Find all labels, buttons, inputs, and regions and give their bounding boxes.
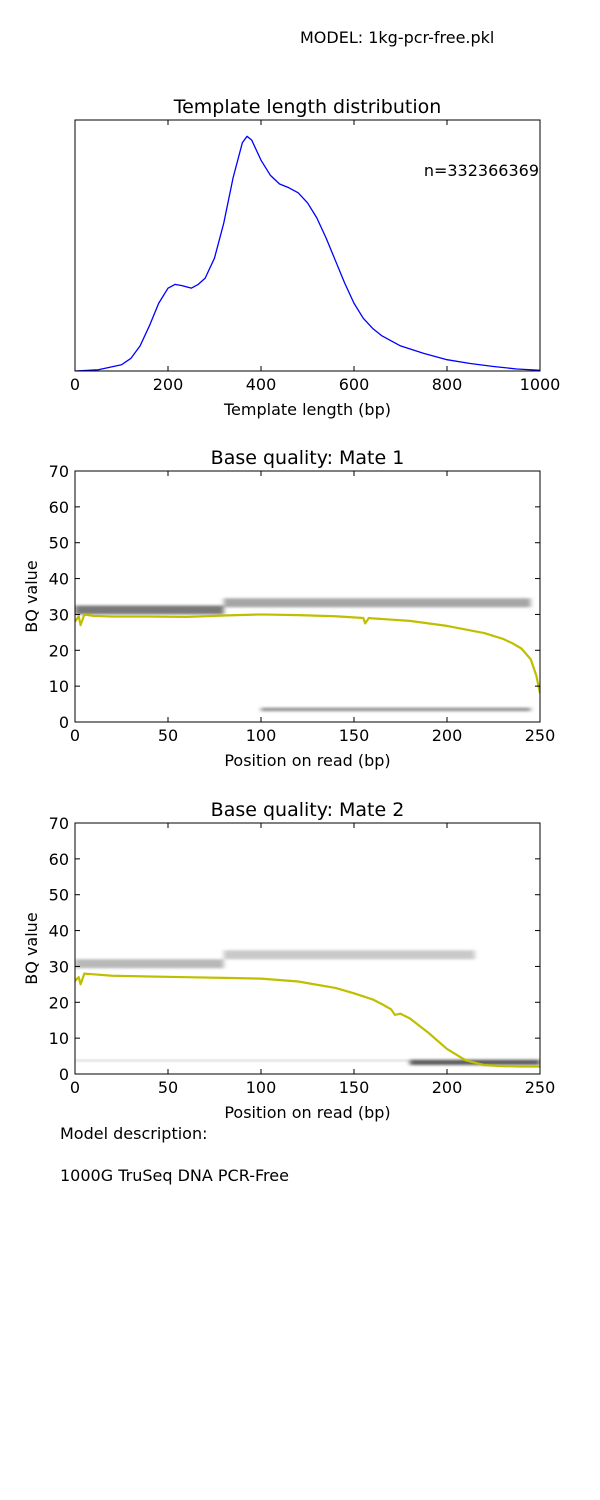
x-tick-label: 100 [246, 726, 277, 745]
template-length-chart: 0 200 400 600 800 1000 Template length distrib… [70, 96, 560, 419]
x-tick-label: 400 [246, 375, 277, 394]
x-tick-label: 50 [158, 726, 178, 745]
plot-area [75, 135, 540, 371]
heatmap-band [75, 1059, 410, 1062]
x-tick-label: 0 [70, 726, 80, 745]
sample-count-annotation: n=332366369 [424, 161, 539, 180]
y-tick-label: 60 [49, 850, 69, 869]
axes-frame [74, 822, 541, 1075]
x-tick-label: 200 [153, 375, 184, 394]
y-tick-label: 70 [49, 462, 69, 481]
chart-title: Base quality: Mate 1 [211, 447, 405, 469]
x-axis-label: Position on read (bp) [224, 751, 390, 770]
plot-area [75, 598, 540, 712]
x-tick-label: 250 [525, 1078, 556, 1097]
x-tick-label: 150 [339, 1078, 370, 1097]
y-tick-label: 30 [49, 605, 69, 624]
x-tick-label: 1000 [520, 375, 561, 394]
x-tick-label: 600 [339, 375, 370, 394]
data-line [75, 135, 540, 371]
heatmap-band [75, 605, 224, 615]
heatmap-band [223, 598, 531, 608]
y-tick-label: 50 [49, 534, 69, 553]
y-tick-label: 10 [49, 1029, 69, 1048]
y-tick-label: 0 [59, 1065, 69, 1084]
heatmap-band [223, 950, 475, 960]
x-axis-label: Position on read (bp) [224, 1103, 390, 1122]
y-axis-label: BQ value [22, 560, 41, 632]
model-description-label: Model description: [60, 1124, 208, 1143]
heatmap-band [261, 707, 531, 712]
y-axis-label: BQ value [22, 912, 41, 984]
y-tick-label: 60 [49, 498, 69, 517]
axes-frame [74, 470, 541, 723]
x-axis-label: Template length (bp) [223, 400, 391, 419]
x-tick-label: 150 [339, 726, 370, 745]
y-tick-label: 0 [59, 713, 69, 732]
mean-quality-line [75, 613, 540, 694]
x-tick-label: 0 [70, 1078, 80, 1097]
chart-title: Base quality: Mate 2 [211, 799, 405, 821]
base-quality-mate1-chart: 0 50 100 150 200 250 0 10 20 30 40 50 60 70 Base quali… [22, 447, 555, 770]
mean-quality-line [75, 972, 540, 1068]
x-tick-label: 800 [432, 375, 463, 394]
x-tick-label: 250 [525, 726, 556, 745]
y-tick-label: 20 [49, 993, 69, 1012]
model-description-text: 1000G TruSeq DNA PCR-Free [60, 1166, 289, 1185]
y-tick-label: 10 [49, 677, 69, 696]
base-quality-mate2-chart: 0 50 100 150 200 250 0 10 20 30 40 50 60 70 Base quali… [22, 799, 555, 1122]
model-label: MODEL: 1kg-pcr-free.pkl [300, 28, 495, 47]
y-tick-label: 20 [49, 641, 69, 660]
x-tick-label: 100 [246, 1078, 277, 1097]
x-tick-label: 50 [158, 1078, 178, 1097]
axes-frame [74, 119, 541, 372]
x-tick-label: 200 [432, 1078, 463, 1097]
chart-title: Template length distribution [173, 96, 442, 118]
x-tick-label: 0 [70, 375, 80, 394]
y-tick-label: 30 [49, 957, 69, 976]
y-tick-label: 40 [49, 570, 69, 589]
heatmap-band [75, 959, 224, 969]
y-tick-label: 50 [49, 886, 69, 905]
plot-area [75, 950, 540, 1068]
y-tick-label: 40 [49, 922, 69, 941]
y-tick-label: 70 [49, 814, 69, 833]
x-tick-label: 200 [432, 726, 463, 745]
